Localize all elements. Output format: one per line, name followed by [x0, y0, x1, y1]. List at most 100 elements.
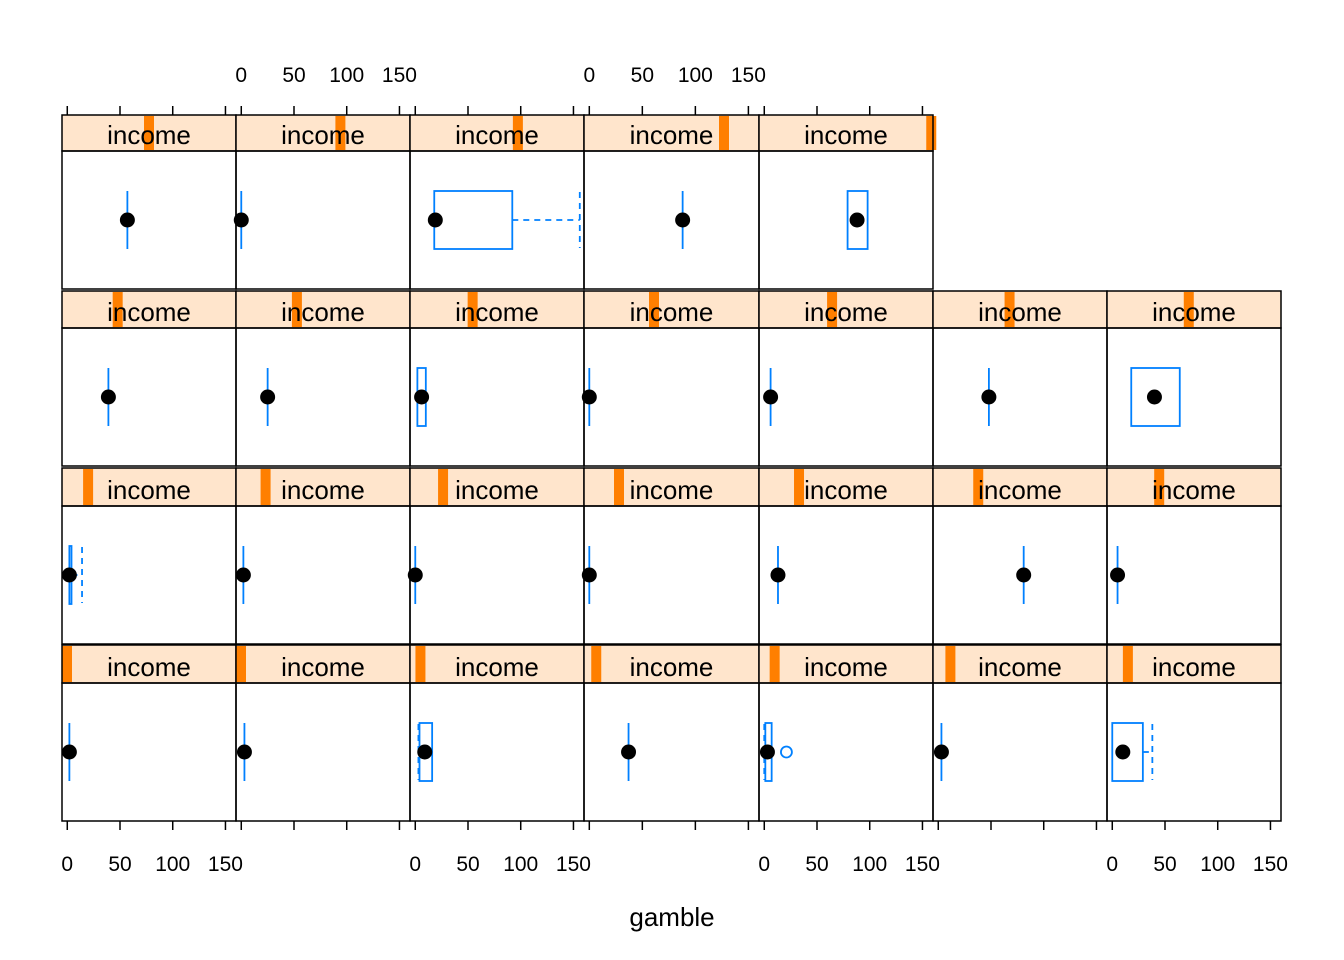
panel-16: income [409, 290, 585, 467]
median-dot [260, 389, 276, 405]
strip-bg [1107, 468, 1281, 506]
tick-label: 150 [905, 853, 940, 876]
box-iqr [1130, 367, 1181, 427]
panel-12: income [932, 467, 1108, 645]
median-dot [235, 567, 251, 583]
tick-label: 50 [805, 853, 828, 876]
panel-frame [61, 327, 237, 467]
panel-11: income [758, 467, 934, 645]
panel-frame [235, 505, 411, 645]
strip-level-marker [794, 469, 805, 505]
strip-bg [933, 645, 1107, 683]
strip-level-marker [438, 469, 449, 505]
panel-14: income [61, 290, 237, 467]
strip-level-marker [827, 292, 838, 327]
median-dot [770, 567, 786, 583]
panel-frame [758, 682, 934, 822]
strip-level-marker [512, 116, 523, 150]
tick-label: 0 [1106, 853, 1118, 876]
strip-label: income [804, 475, 888, 505]
panel-0: income [61, 644, 237, 822]
strip-level-marker [769, 646, 780, 682]
panel-frame [583, 150, 760, 290]
strip-label: income [107, 652, 191, 682]
strip-bg [1107, 291, 1281, 328]
median-dot [236, 744, 252, 760]
strip-label: income [804, 120, 888, 150]
panel-20: income [1106, 290, 1282, 467]
strip-level-marker [945, 646, 956, 682]
median-dot [1115, 744, 1131, 760]
strip-label: income [804, 652, 888, 682]
median-dot [759, 744, 775, 760]
strip-bg [236, 645, 410, 683]
median-dot [100, 389, 116, 405]
tick-label: 50 [282, 64, 305, 87]
median-dot [61, 744, 77, 760]
panel-frame [1106, 327, 1282, 467]
strip-bg [933, 291, 1107, 328]
strip-bg [759, 468, 933, 506]
strip-level-marker [335, 116, 346, 150]
strip-level-marker [62, 646, 72, 682]
panel-frame [583, 327, 760, 467]
strip-level-marker [649, 292, 659, 327]
median-dot [621, 744, 637, 760]
median-dot [763, 389, 779, 405]
strip-label: income [107, 297, 191, 327]
panel-7: income [61, 467, 237, 645]
panel-frame [758, 150, 934, 290]
panel-frame [409, 505, 585, 645]
panel-frame [409, 682, 585, 822]
tick-label: 50 [631, 64, 654, 87]
strip-level-marker [1004, 292, 1015, 327]
panel-10: income [581, 467, 760, 645]
box-iqr [846, 190, 869, 250]
panel-frame [409, 327, 585, 467]
median-dot [933, 744, 949, 760]
strip-level-marker [260, 469, 271, 505]
strip-bg [410, 645, 584, 683]
outlier-point [780, 745, 793, 759]
box-iqr [433, 190, 514, 250]
strip-level-marker [112, 292, 123, 327]
strip-label: income [281, 652, 365, 682]
strip-label: income [630, 120, 714, 150]
panel-frame [235, 150, 411, 290]
tick-label: 50 [1153, 853, 1176, 876]
tick-label: 100 [852, 853, 887, 876]
strip-bg [62, 291, 236, 328]
strip-bg [759, 115, 933, 151]
median-dot [1016, 567, 1032, 583]
tick-label: 100 [155, 853, 190, 876]
panel-frame [758, 327, 934, 467]
strip-level-marker [719, 116, 729, 150]
median-dot [407, 567, 423, 583]
panel-frame [61, 682, 237, 822]
panel-frame [61, 150, 237, 290]
strip-label: income [630, 297, 714, 327]
tick-label: 150 [556, 853, 591, 876]
panel-frame [932, 327, 1108, 467]
strip-bg [410, 115, 584, 151]
strip-label: income [978, 475, 1062, 505]
strip-bg [759, 645, 933, 683]
panel-frame [932, 682, 1108, 822]
tick-label: 100 [329, 64, 364, 87]
strip-label: income [1152, 475, 1236, 505]
tick-label: 100 [678, 64, 713, 87]
median-dot [581, 567, 597, 583]
median-dot [849, 212, 865, 228]
median-dot [427, 212, 443, 228]
panel-23: income [409, 114, 585, 290]
panel-frame [61, 505, 237, 645]
strip-level-marker [236, 646, 246, 682]
panel-frame [583, 505, 760, 645]
panel-17: income [581, 290, 760, 467]
strip-bg [1107, 645, 1281, 683]
panel-2: income [409, 644, 585, 822]
panel-frame [235, 682, 411, 822]
panel-6: income [1106, 644, 1282, 822]
tick-label: 0 [235, 64, 247, 87]
